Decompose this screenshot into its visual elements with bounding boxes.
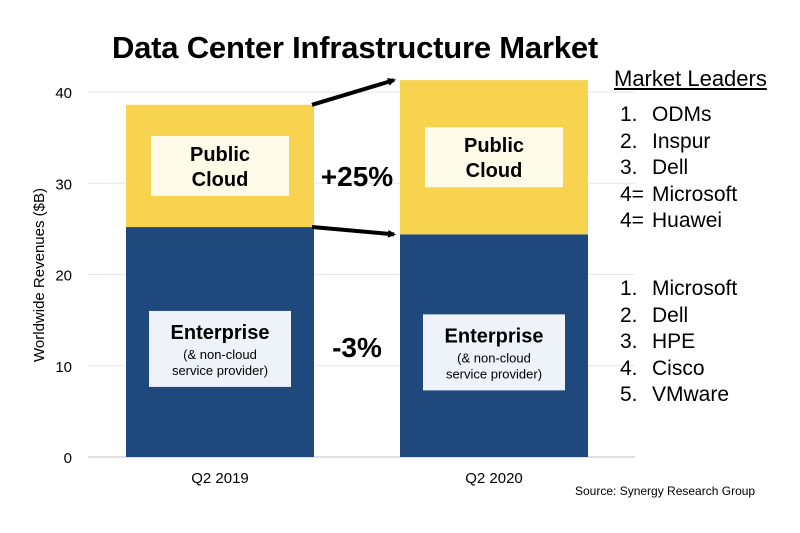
list-item: 3. Dell [620,156,689,179]
public-cloud-label-box [425,127,563,188]
enterprise-sublabel: service provider) [446,366,542,381]
x-tick-label: Q2 2019 [191,470,249,487]
chart-title: Data Center Infrastructure Market [111,30,599,65]
enterprise-leaders-list: 1. Microsoft 2. Dell 3. HPE 4. Cisco 5. VMwar… [620,276,737,409]
list-item: 2. Inspur [620,129,711,153]
enterprise-sublabel: (& non-cloud [457,350,531,365]
market-leaders-title: Market Leaders [614,66,767,91]
public-cloud-label-box [151,135,289,196]
public-cloud-label: Cloud [192,169,249,191]
y-tick-label: 20 [55,268,72,285]
y-tick-label: 0 [64,450,72,467]
list-item: 1. ODMs [620,103,712,126]
list-item: 1. Microsoft [620,277,738,300]
y-tick-label: 30 [55,176,72,193]
list-item: 5. VMware [620,383,730,406]
list-item: 4= Microsoft [620,182,738,206]
y-tick-label: 10 [55,359,72,376]
list-item: 4= Huawei [620,209,723,232]
list-item: 3. HPE [620,330,696,353]
x-tick-label: Q2 2020 [465,470,523,487]
y-tick-label: 40 [55,85,72,102]
public-cloud-label: Cloud [466,160,523,182]
public-cloud-label: Public [190,144,250,166]
source-note: Source: Synergy Research Group [575,484,756,498]
enterprise-growth-label: -3% [332,332,382,363]
enterprise-label: Enterprise [171,322,270,344]
enterprise-label-box [149,310,291,387]
enterprise-sublabel: (& non-cloud [183,347,257,362]
cloud-leaders-list: 1. ODMs 2. Inspur 3. Dell 4= Microsoft 4= Hua… [620,102,737,235]
public-cloud-label: Public [464,135,524,157]
y-axis-label: Worldwide Revenues ($B) [31,188,48,362]
enterprise-growth-arrow [311,225,396,238]
enterprise-sublabel: service provider) [172,363,268,378]
cloud-growth-arrow [311,78,396,107]
enterprise-label: Enterprise [445,325,544,347]
list-item: 4. Cisco [620,356,705,380]
list-item: 2. Dell [620,303,689,327]
cloud-growth-label: +25% [321,161,393,192]
enterprise-label-box [423,314,565,391]
